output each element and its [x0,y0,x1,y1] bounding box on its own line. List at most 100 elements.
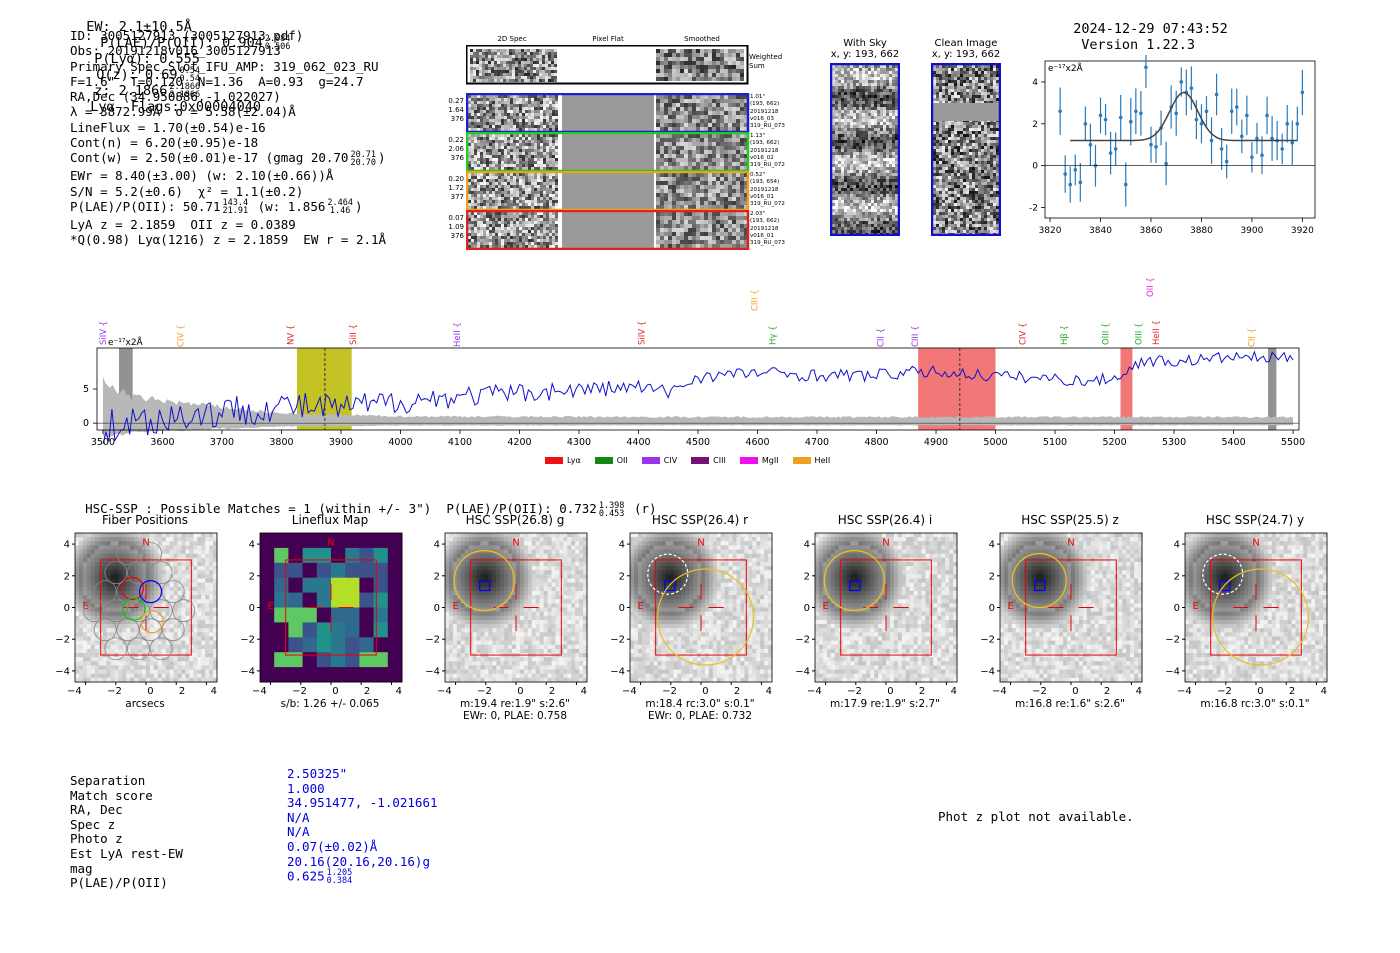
cutout-pixel [551,611,557,617]
cutout-pixel [701,640,706,646]
cutout-pixel [106,615,112,621]
cutout-pixel [476,599,482,604]
cutout-pixel [484,541,489,547]
cutout-pixel [583,590,588,596]
cutout-pixel [523,665,529,671]
cutout-pixel [815,553,820,559]
cutout-pixel [445,574,450,580]
cutout-pixel [567,624,572,629]
cutout-pixel [633,595,639,600]
cutout-pixel [213,636,218,642]
cutout-pixel [508,632,513,638]
cutout-pixel [909,590,915,596]
zoom-ytick-label: 4 [1032,78,1038,88]
cutout-pixel [492,644,497,650]
cutout-pixel [142,615,147,621]
cutout-pixel [531,640,537,646]
info-contw: Cont(w) = 2.50(±0.01)e-17 (gmag 20.70 20.… [70,149,386,168]
cutout-pixel [579,615,584,621]
cutout-ytick-label: 0 [64,603,70,614]
cutout-pixel [205,640,210,646]
cutout-pixel [649,619,655,625]
cutout-pixel [685,561,690,567]
cutout-pixel [728,570,734,575]
cutout-pixel [764,611,769,617]
cutout-pixel [704,636,710,642]
cutout-pixel [637,669,643,675]
cutout-pixel [142,628,147,633]
cutout-pixel [645,632,651,638]
cutout-pixel [468,553,474,559]
cutout-pixel [539,553,545,559]
cutout-pixel [165,632,171,638]
cutout-pixel [764,615,769,621]
cutout-pixel [149,545,155,551]
cutout-pixel [488,644,493,650]
aperture-circle [453,549,515,612]
cutout-pixel [476,541,482,547]
cutout-pixel [488,619,493,625]
cutout-pixel [681,640,686,646]
cutout-pixel [126,673,131,679]
fiber-circle [93,618,117,642]
cutout-pixel [142,673,147,679]
cutout-pixel [704,661,710,667]
lineflux-map-cell [316,622,332,638]
cutout-pixel [555,669,560,675]
spectral-line-label: CII { [1247,328,1257,347]
lineflux-map-cell [260,652,275,668]
cutout-pixel [941,599,946,604]
cutout-pixel [452,657,458,662]
cutout-pixel [701,624,706,629]
cutout-pixel [583,545,588,551]
cutout-pixel [878,599,883,604]
cutout-pixel [708,595,714,600]
cutout-pixel [760,665,765,671]
cutout-pixel [181,632,187,638]
cutout-pixel [712,561,718,567]
cutout-pixel [685,657,690,662]
cutout-pixel [834,590,840,596]
cutout-pixel [102,590,108,596]
cutout-pixel [468,545,474,551]
cutout-pixel [464,607,470,613]
cutout-pixel [82,557,88,563]
cutout-pixel [488,545,493,551]
cutout-pixel [90,669,96,675]
cutout-pixel [555,644,560,650]
cutout-pixel [724,677,730,683]
cutout-pixel [661,578,667,584]
cutout-pixel [732,632,738,638]
cutout-pixel [547,648,553,654]
cutout-pixel [909,586,915,592]
cutout-pixel [138,611,143,617]
cutout-pixel [114,586,119,592]
cutout-pixel [897,561,903,567]
cutout-pixel [937,586,942,592]
cutout-pixel [583,624,588,629]
cutout-pixel [209,640,214,646]
cutout-pixel [752,624,757,629]
cutout-pixel [708,545,714,551]
cutout-pixel [822,590,828,596]
cutout-pixel [165,648,171,654]
cutout-pixel [850,561,856,567]
cutout-pixel [563,619,568,625]
cutout-pixel [130,661,135,667]
cutout-pixel [110,673,116,679]
cutout-pixel [645,607,651,613]
cutout-pixel [456,599,462,604]
cutout-pixel [512,566,517,571]
cutout-pixel [448,607,454,613]
cutout-pixel [878,570,883,575]
cutout-pixel [850,582,856,588]
cutout-pixel [953,574,958,580]
spectral-line-label: CIV { [1018,323,1028,345]
cutout-pixel [697,661,702,667]
compass-east: E [268,601,274,612]
cutout-pixel [756,570,761,575]
cutout-pixel [173,586,179,592]
cutout-pixel [677,570,682,575]
cutout-pixel [724,607,730,613]
cutout-pixel [677,677,682,683]
